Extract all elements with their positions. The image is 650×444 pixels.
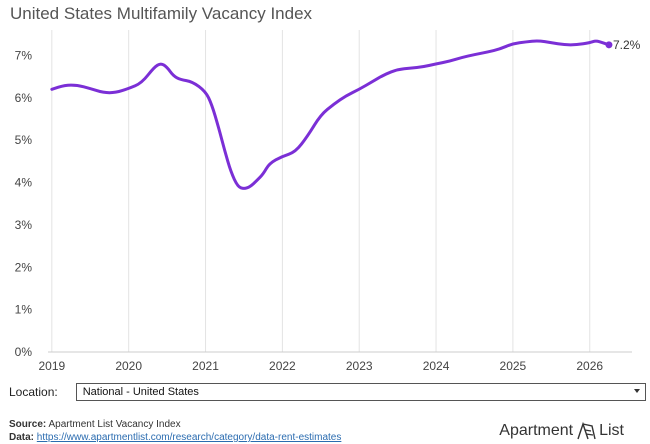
apartment-list-logo: Apartment List xyxy=(499,421,624,441)
x-tick-label: 2020 xyxy=(115,359,142,373)
x-tick-label: 2025 xyxy=(500,359,527,373)
data-line: Data: https://www.apartmentlist.com/rese… xyxy=(9,431,341,444)
end-point xyxy=(605,41,613,49)
y-tick-label: 6% xyxy=(15,91,33,105)
x-tick-label: 2021 xyxy=(192,359,219,373)
data-link[interactable]: https://www.apartmentlist.com/research/c… xyxy=(36,432,342,443)
vacancy-line-chart: 2019 2020 2021 2022 2023 2024 2025 2026 0% 1% 2% 3%… xyxy=(15,30,641,373)
y-tick-label: 1% xyxy=(15,303,33,317)
x-tick-label: 2022 xyxy=(269,359,296,373)
y-tick-label: 3% xyxy=(15,218,33,232)
source-label: Source: xyxy=(9,419,47,430)
building-icon xyxy=(577,421,596,440)
logo-text-left: Apartment xyxy=(499,422,574,439)
location-row: Location: National - United States xyxy=(9,382,646,402)
logo-text-right: List xyxy=(599,422,624,439)
location-select[interactable]: National - United States xyxy=(75,383,646,401)
y-tick-label: 2% xyxy=(15,260,33,274)
source-text: Apartment List Vacancy Index xyxy=(48,419,181,430)
footer: Source: Apartment List Vacancy Index Dat… xyxy=(9,418,341,444)
chevron-down-icon xyxy=(633,389,640,393)
x-tick-label: 2023 xyxy=(346,359,373,373)
x-tick-label: 2026 xyxy=(576,359,603,373)
y-tick-label: 7% xyxy=(15,48,33,62)
series-line xyxy=(50,39,611,190)
location-select-value: National - United States xyxy=(82,386,199,398)
location-label: Location: xyxy=(9,385,58,399)
chart-title: United States Multifamily Vacancy Index xyxy=(10,4,313,23)
data-label: Data: xyxy=(9,432,35,443)
y-tick-label: 0% xyxy=(15,345,33,359)
y-tick-label: 5% xyxy=(15,133,33,147)
x-tick-label: 2019 xyxy=(38,359,65,373)
x-tick-label: 2024 xyxy=(423,359,450,373)
end-value-label: 7.2% xyxy=(613,38,641,52)
source-line: Source: Apartment List Vacancy Index xyxy=(9,418,341,431)
y-tick-label: 4% xyxy=(15,176,33,190)
